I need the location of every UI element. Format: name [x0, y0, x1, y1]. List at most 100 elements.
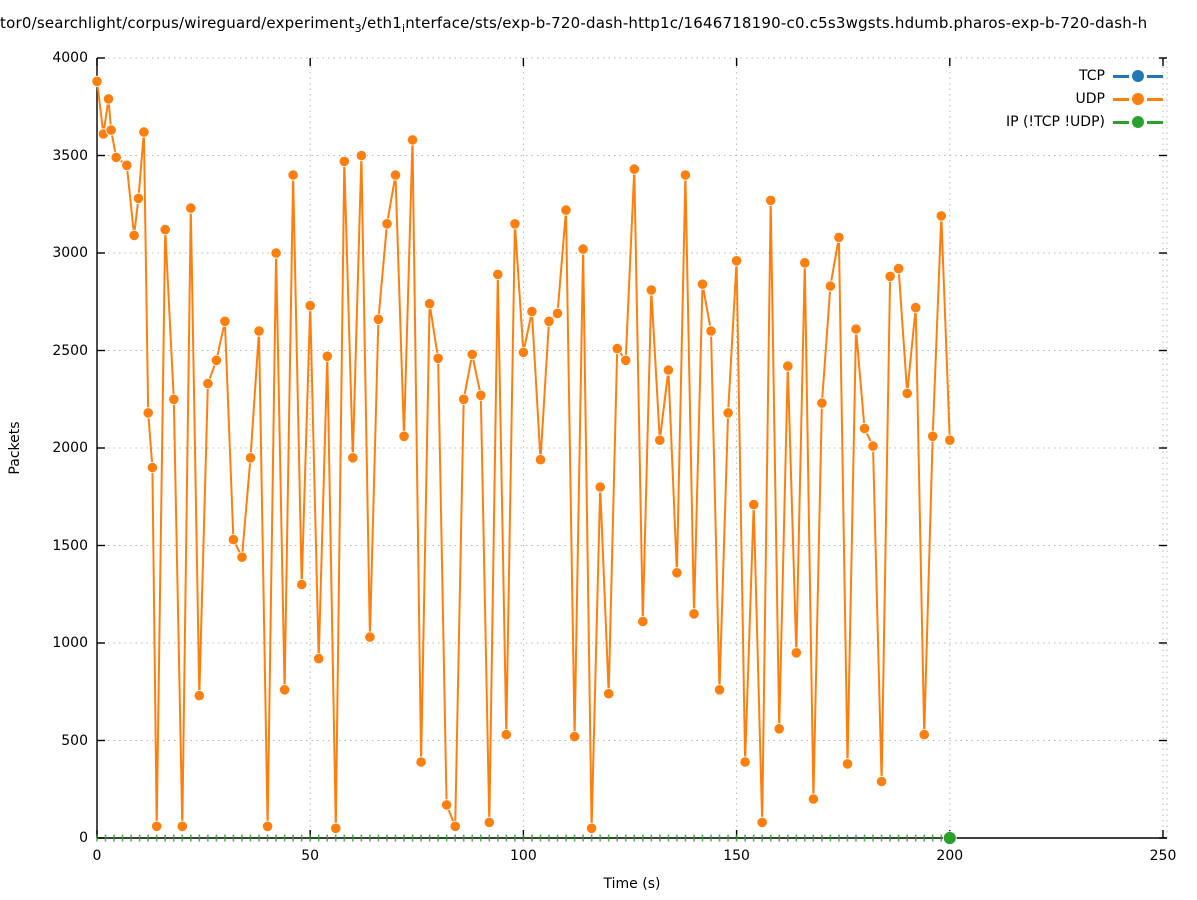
udp-point [867, 440, 879, 452]
y-tick-label: 4000 [52, 50, 88, 66]
legend-dash [1113, 120, 1129, 124]
x-tick-label: 50 [301, 848, 320, 864]
udp-point [449, 820, 461, 832]
y-tick-label: 1500 [52, 537, 88, 554]
udp-point [645, 284, 657, 296]
udp-point [227, 533, 239, 546]
legend-label: TCP [1079, 67, 1105, 84]
udp-point [372, 313, 384, 325]
udp-point [128, 229, 140, 241]
legend-dash [1147, 74, 1163, 78]
udp-point [799, 257, 811, 269]
udp-point [338, 155, 350, 167]
udp-point [816, 397, 828, 409]
udp-point [202, 377, 214, 390]
legend-dash [1147, 97, 1163, 101]
title-subscript: 3 [354, 22, 362, 35]
udp-point [765, 194, 777, 206]
udp-point [296, 578, 308, 591]
legend-item-udp: UDP [1006, 87, 1163, 110]
udp-point [790, 647, 802, 659]
udp-point [611, 342, 623, 355]
udp-point [500, 728, 512, 741]
udp-point [321, 350, 333, 362]
legend-item-ip: IP (!TCP !UDP) [1006, 110, 1163, 133]
udp-point [841, 758, 854, 770]
udp-point [330, 822, 342, 834]
udp-point [168, 393, 180, 405]
udp-point [261, 820, 274, 832]
udp-point [313, 652, 325, 665]
udp-point [688, 608, 700, 620]
udp-point [679, 169, 692, 181]
y-tick-label: 3000 [52, 245, 88, 261]
udp-point [560, 204, 572, 216]
legend-dot [1132, 92, 1144, 105]
title-text: nterface/sts/exp-b-720-dash-http1c/16467… [405, 14, 1148, 32]
udp-point [628, 163, 640, 175]
udp-point [483, 816, 495, 829]
udp-point [534, 454, 547, 466]
udp-point [730, 255, 743, 267]
legend-dash [1113, 97, 1129, 101]
udp-point [475, 389, 487, 401]
udp-point [244, 452, 257, 464]
tick-marks [96, 57, 1167, 839]
x-tick-label: 100 [510, 848, 537, 864]
udp-point [142, 407, 154, 419]
udp-point [935, 210, 947, 222]
title-text: /eth1 [361, 14, 403, 32]
udp-point [193, 689, 205, 702]
udp-point [105, 124, 117, 136]
legend: TCP UDP IP (!TCP !UDP) [1006, 64, 1163, 133]
udp-point [927, 430, 939, 442]
udp-point [585, 822, 598, 834]
udp-point [875, 775, 888, 788]
udp-point [748, 498, 760, 511]
udp-point [287, 169, 299, 181]
udp-point [423, 298, 436, 310]
x-tick-label: 250 [1149, 848, 1177, 864]
udp-point [713, 684, 726, 696]
udp-point [398, 430, 410, 442]
udp-point [551, 307, 564, 319]
udp-point [671, 567, 683, 579]
udp-point [603, 688, 615, 700]
udp-point [121, 159, 133, 171]
udp-point [159, 224, 171, 236]
x-tick-label: 0 [92, 848, 102, 864]
udp-point [406, 134, 419, 146]
udp-series [91, 75, 956, 834]
udp-point [892, 262, 905, 275]
udp-point [132, 192, 144, 204]
udp-point [347, 452, 359, 464]
legend-line-marker-icon [1113, 92, 1163, 106]
legend-line-marker-icon [1113, 115, 1163, 129]
udp-point [696, 278, 709, 290]
udp-point [662, 364, 675, 376]
udp-point [466, 348, 478, 360]
y-axis-label: Packets [7, 421, 23, 475]
udp-point [304, 299, 316, 312]
udp-point [219, 315, 231, 327]
udp-point [807, 793, 820, 805]
udp-point [568, 730, 581, 743]
udp-point [594, 481, 606, 493]
udp-point [91, 75, 103, 88]
udp-point [918, 728, 930, 741]
udp-point [278, 684, 291, 696]
udp-point [739, 756, 751, 768]
y-tick-label: 2000 [52, 440, 88, 456]
udp-point [824, 280, 837, 292]
udp-point [901, 387, 913, 399]
udp-point [722, 407, 734, 419]
udp-point [773, 723, 785, 735]
legend-dot [1132, 115, 1144, 128]
y-tick-label: 2500 [52, 342, 88, 359]
legend-label: IP (!TCP !UDP) [1005, 113, 1105, 130]
udp-point [236, 551, 248, 563]
x-axis-label: Time (s) [603, 876, 661, 892]
ip-series [96, 831, 957, 845]
